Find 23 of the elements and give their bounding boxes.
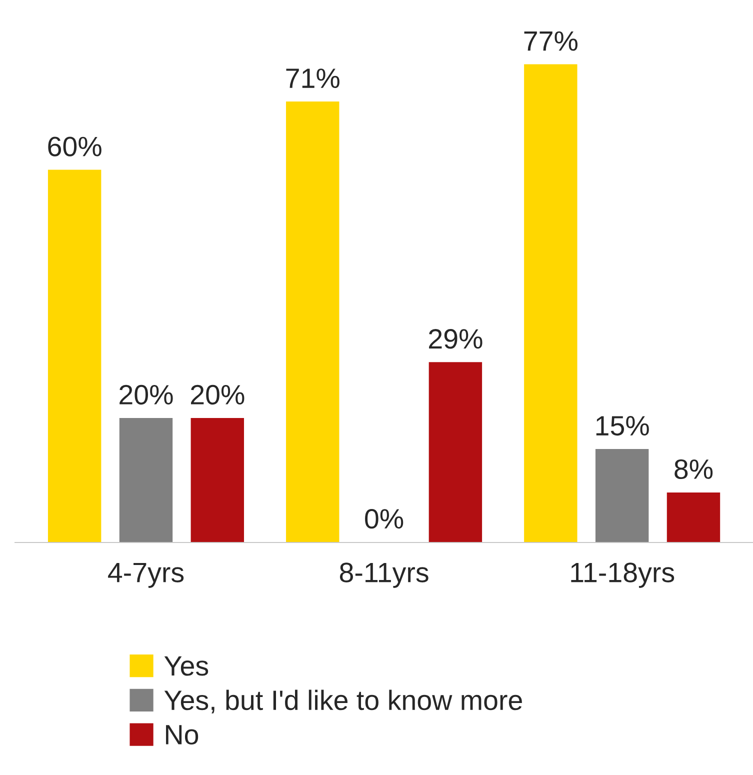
bar bbox=[428, 362, 482, 542]
data-label: 71% bbox=[286, 68, 340, 88]
bar bbox=[119, 418, 173, 542]
data-label: 20% bbox=[120, 384, 173, 405]
data-label: 15% bbox=[596, 416, 649, 436]
data-label: 8% bbox=[674, 459, 713, 480]
data-label: 20% bbox=[191, 384, 244, 405]
legend-label: No bbox=[166, 725, 198, 745]
bar bbox=[48, 170, 102, 542]
bar bbox=[595, 449, 649, 542]
legend-label: Yes, but I'd like to know more bbox=[164, 690, 522, 714]
bar bbox=[666, 492, 720, 542]
data-label: 29% bbox=[429, 329, 482, 349]
x-tick-label: 11-18yrs bbox=[571, 562, 674, 588]
x-tick-label: 8-11yrs bbox=[340, 562, 428, 588]
legend-label: Yes bbox=[164, 656, 208, 676]
bar bbox=[524, 64, 578, 542]
x-tick-label: 4-7yrs bbox=[108, 562, 184, 588]
data-label: 77% bbox=[524, 31, 578, 51]
bar bbox=[190, 418, 244, 542]
data-label: 60% bbox=[48, 136, 102, 156]
data-label: 0% bbox=[365, 509, 404, 529]
bar bbox=[286, 102, 340, 542]
